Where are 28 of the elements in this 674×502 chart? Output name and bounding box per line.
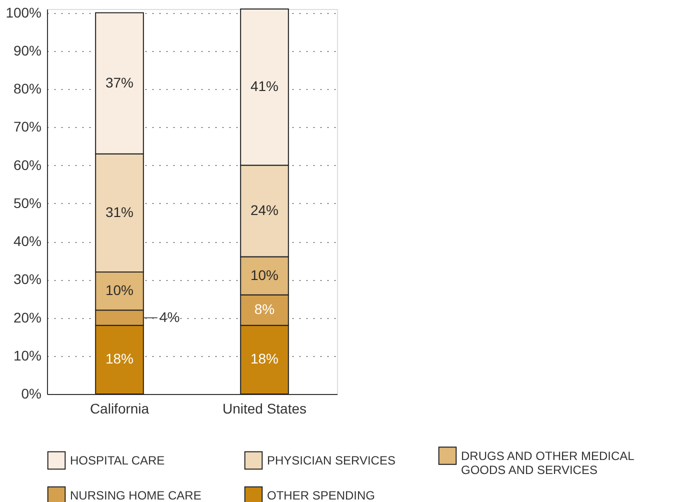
data-label: 10%: [105, 282, 134, 298]
data-label: 10%: [250, 266, 279, 283]
data-label: 24%: [250, 202, 279, 218]
legend-label: OTHER SPENDING: [267, 488, 376, 502]
legend-label: PHYSICIAN SERVICES: [267, 453, 396, 468]
y-tick-label: 30%: [13, 271, 42, 288]
y-tick-label: 50%: [13, 194, 42, 211]
x-tick-label: California: [90, 400, 150, 416]
legend-label: HOSPITAL CARE: [70, 453, 165, 468]
data-label: 8%: [254, 301, 275, 318]
x-tick-label: United States: [222, 400, 307, 416]
data-label: 41%: [250, 78, 279, 94]
data-label: 37%: [105, 74, 134, 90]
legend-label: NURSING HOME CARE: [70, 488, 202, 502]
legend-label: DRUGS AND OTHER MEDICAL GOODS AND SERVICES: [461, 448, 635, 477]
y-tick-label: 90%: [13, 42, 42, 58]
y-tick-label: 20%: [13, 309, 42, 326]
y-tick-label: 80%: [13, 80, 42, 97]
data-label: 31%: [105, 204, 134, 220]
data-label: 18%: [105, 350, 134, 367]
y-tick-label: 60%: [13, 156, 42, 173]
y-tick-label: 10%: [13, 347, 42, 364]
data-label: 4%: [159, 308, 180, 325]
y-tick-label: 40%: [13, 233, 42, 250]
y-tick-label: 0%: [21, 386, 42, 402]
data-label: 18%: [250, 350, 279, 367]
y-tick-label: 70%: [13, 118, 42, 135]
y-tick-label: 100%: [6, 4, 42, 20]
